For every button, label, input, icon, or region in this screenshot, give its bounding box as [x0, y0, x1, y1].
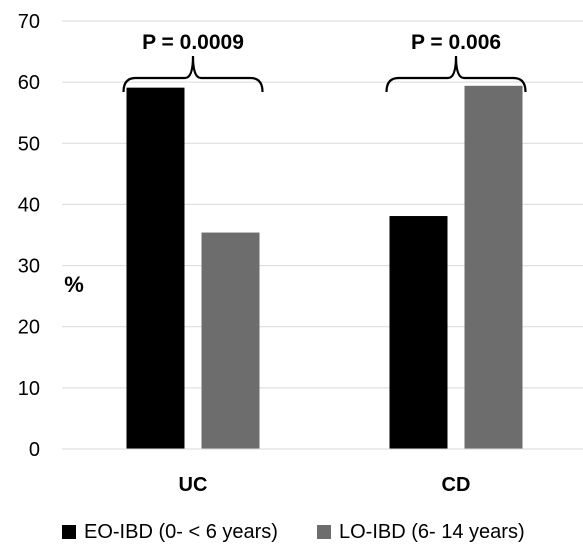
- y-tick-label: 40: [18, 194, 40, 216]
- y-tick-label: 30: [18, 256, 40, 278]
- bar-uc-2: [201, 232, 260, 449]
- p-value-label: P = 0.0009: [142, 31, 244, 54]
- legend: EO-IBD (0- < 6 years) LO-IBD (6- 14 years…: [62, 521, 525, 543]
- legend-label: EO-IBD (0- < 6 years): [84, 521, 278, 543]
- y-axis-ticks: 0 10 20 30 40 50 60 70: [18, 11, 40, 461]
- bar-cd-2: [464, 85, 523, 449]
- y-tick-label: 0: [29, 439, 40, 461]
- significance-brace: [122, 55, 264, 93]
- bar-uc-1: [126, 87, 185, 449]
- y-tick-label: 70: [18, 11, 40, 33]
- bars: [126, 85, 523, 449]
- x-axis-labels: UC CD: [179, 474, 471, 496]
- y-axis-label: %: [64, 272, 84, 297]
- y-tick-label: 20: [18, 317, 40, 339]
- y-tick-label: 50: [18, 133, 40, 155]
- legend-swatch: [317, 525, 331, 539]
- x-tick-label: CD: [442, 474, 471, 496]
- legend-label: LO-IBD (6- 14 years): [339, 521, 525, 543]
- p-value-label: P = 0.006: [411, 31, 501, 54]
- significance-brace: [385, 55, 527, 93]
- x-tick-label: UC: [179, 474, 208, 496]
- y-tick-label: 10: [18, 378, 40, 400]
- y-tick-label: 60: [18, 72, 40, 94]
- legend-swatch: [62, 525, 76, 539]
- bar-cd-1: [389, 216, 448, 449]
- annotations: P = 0.0009 P = 0.006: [122, 31, 527, 93]
